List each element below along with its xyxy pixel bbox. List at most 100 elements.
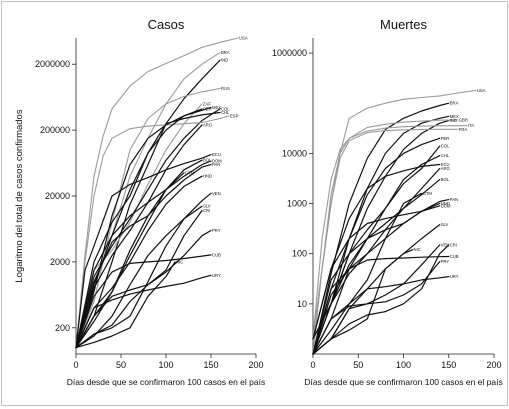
chart-title: Muertes xyxy=(380,17,427,32)
x-tick-label: 50 xyxy=(116,360,126,370)
series-label: URY xyxy=(450,274,459,279)
series-label: PAN xyxy=(450,197,458,202)
series-label: PER xyxy=(441,136,450,141)
series-line xyxy=(75,229,212,349)
series-label: IND xyxy=(450,118,457,123)
series-label: PRY xyxy=(212,228,221,233)
series-line xyxy=(75,205,203,349)
series-label: URY xyxy=(212,273,221,278)
series-line xyxy=(312,163,441,340)
series-label: GBR xyxy=(459,117,468,122)
y-tick-label: 2000000 xyxy=(35,59,70,69)
series-label: DOM xyxy=(441,203,451,208)
series-line xyxy=(75,172,185,349)
series-label: IND xyxy=(221,58,228,63)
series-label: CRI xyxy=(450,242,457,247)
series-line xyxy=(312,179,441,355)
x-tick-label: 0 xyxy=(310,360,315,370)
series-line xyxy=(75,274,212,349)
series-label: DOM xyxy=(212,158,222,163)
series-line xyxy=(75,261,176,349)
series-lines xyxy=(75,37,239,349)
series-label: NIC xyxy=(176,259,183,264)
series-label: ARG xyxy=(441,166,450,171)
series-line xyxy=(312,119,450,340)
series-line xyxy=(312,155,441,355)
series-label: CHL xyxy=(221,110,230,115)
series-line xyxy=(312,137,441,340)
series-label: ZAF xyxy=(203,101,211,106)
series-line xyxy=(312,145,441,355)
series-label: SLV xyxy=(441,222,449,227)
x-tick-label: 150 xyxy=(203,360,218,370)
axes xyxy=(312,38,494,355)
series-line xyxy=(75,210,203,349)
y-tick-label: 1000 xyxy=(287,199,307,209)
panel-casos: Casos Logaritmo del total de casos confi… xyxy=(14,17,265,387)
series-label: ARG xyxy=(203,122,212,127)
x-tick-label: 0 xyxy=(73,360,78,370)
series-line xyxy=(75,87,221,349)
y-tick-label: 10000 xyxy=(282,148,307,158)
y-tick-label: 20000 xyxy=(45,191,70,201)
series-label: FRA xyxy=(459,127,468,132)
series-line xyxy=(312,244,450,355)
series-label: PRY xyxy=(441,259,450,264)
series-line xyxy=(312,199,450,355)
series-label: GTM xyxy=(423,191,433,196)
panel-muertes: Muertes Días desde que se confirmaron 10… xyxy=(272,17,503,387)
series-label: SLV xyxy=(203,204,211,209)
series-label: PER xyxy=(203,106,212,111)
series-label: MEX xyxy=(450,114,459,119)
series-label: ECU xyxy=(212,152,221,157)
x-axis-label: Días desde que se confirmaron 100 casos … xyxy=(304,377,502,387)
series-label: MEX xyxy=(212,105,221,110)
series-label: PAN xyxy=(212,162,220,167)
series-label: HND xyxy=(441,201,450,206)
series-label: COL xyxy=(221,106,230,111)
series-line xyxy=(312,119,459,340)
series-label: RUS xyxy=(221,86,230,91)
series-label: ECU xyxy=(441,162,450,167)
series-label: USA xyxy=(477,88,486,93)
series-line xyxy=(312,128,459,355)
y-tick-label: 100 xyxy=(292,249,307,259)
series-line xyxy=(75,106,212,349)
series-lines xyxy=(312,89,477,355)
chart-title: Casos xyxy=(148,17,185,32)
series-label: COL xyxy=(441,144,450,149)
series-line xyxy=(75,175,203,349)
series-line xyxy=(75,154,212,349)
series-label: VEN xyxy=(441,242,450,247)
series-line xyxy=(75,254,212,349)
series-line xyxy=(312,125,468,340)
series-label: BOL xyxy=(441,177,450,182)
series-line xyxy=(312,167,441,355)
ticks: 0 50 100 150 200 10 100 1000 10000 1000000 xyxy=(272,48,502,370)
y-axis-label: Logaritmo del total de casos confirmados xyxy=(14,109,25,282)
series-line xyxy=(312,255,450,355)
series-label: HND xyxy=(203,174,212,179)
series-label: VEN xyxy=(212,191,221,196)
series-label: BRA xyxy=(450,101,459,106)
series-line xyxy=(75,192,212,349)
series-label: BOL xyxy=(203,158,212,163)
series-label: CUB xyxy=(450,254,459,259)
x-tick-label: 200 xyxy=(248,360,263,370)
series-line xyxy=(75,59,221,349)
x-axis-label: Días desde que se confirmaron 100 casos … xyxy=(67,377,265,387)
series-label: ESP xyxy=(230,113,239,118)
ticks: 0 50 100 150 200 200 2000 20000 200000 2000000 xyxy=(35,59,264,370)
x-tick-label: 200 xyxy=(486,360,501,370)
series-label: ITA xyxy=(468,123,474,128)
series-line xyxy=(75,37,239,349)
series-line xyxy=(75,115,230,349)
x-tick-label: 50 xyxy=(353,360,363,370)
series-line xyxy=(312,276,450,355)
series-line xyxy=(312,249,414,355)
x-tick-label: 100 xyxy=(158,360,173,370)
y-tick-label: 1000000 xyxy=(272,48,307,58)
